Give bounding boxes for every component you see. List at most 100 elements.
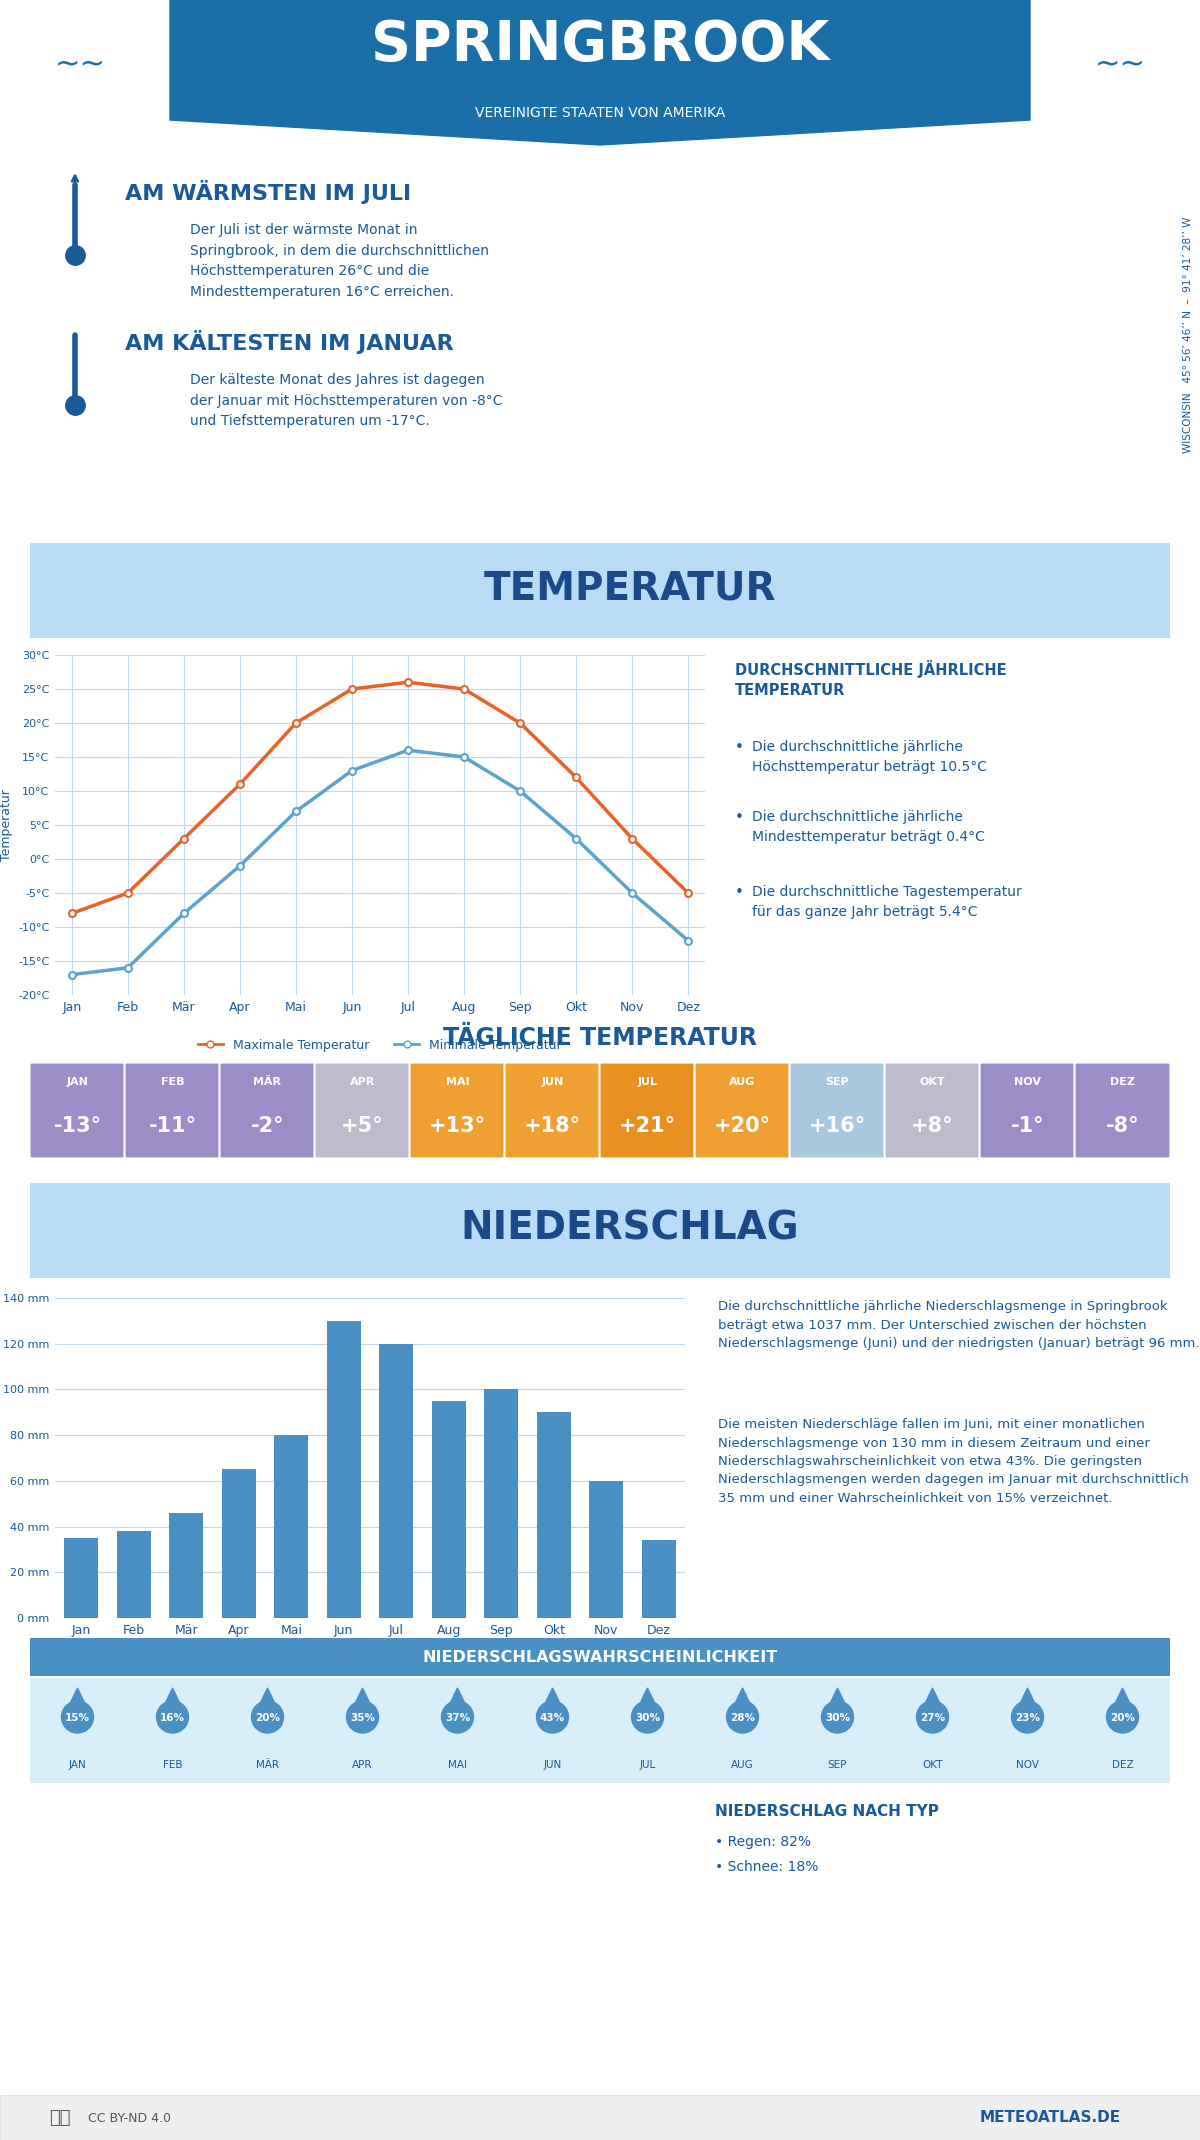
- FancyBboxPatch shape: [884, 1061, 980, 1158]
- Text: JAN: JAN: [66, 1076, 89, 1087]
- Circle shape: [1012, 1701, 1044, 1733]
- Bar: [326, 1320, 361, 1618]
- Text: OKT: OKT: [923, 1759, 943, 1770]
- Text: 15%: 15%: [65, 1712, 90, 1723]
- Legend: Niederschlagssumme: Niederschlagssumme: [280, 1646, 460, 1669]
- Text: -13°: -13°: [54, 1115, 102, 1136]
- Bar: [116, 1530, 151, 1618]
- FancyBboxPatch shape: [0, 2095, 1200, 2140]
- Text: MAI: MAI: [445, 1076, 469, 1087]
- Text: VEREINIGTE STAATEN VON AMERIKA: VEREINIGTE STAATEN VON AMERIKA: [475, 107, 725, 120]
- Text: +8°: +8°: [911, 1115, 954, 1136]
- Bar: [484, 1389, 518, 1618]
- Text: NIEDERSCHLAG NACH TYP: NIEDERSCHLAG NACH TYP: [715, 1804, 938, 1819]
- Text: Die durchschnittliche jährliche
Höchsttemperatur beträgt 10.5°C: Die durchschnittliche jährliche Höchstte…: [752, 740, 986, 775]
- Text: 23%: 23%: [1015, 1712, 1040, 1723]
- FancyBboxPatch shape: [28, 1635, 1172, 1678]
- Text: JUN: JUN: [541, 1076, 564, 1087]
- FancyBboxPatch shape: [600, 1061, 696, 1158]
- Circle shape: [442, 1701, 474, 1733]
- Legend: Maximale Temperatur, Minimale Temperatur: Maximale Temperatur, Minimale Temperatur: [193, 1034, 568, 1057]
- Polygon shape: [732, 1688, 754, 1712]
- Text: 30%: 30%: [635, 1712, 660, 1723]
- Text: SPRINGBROOK: SPRINGBROOK: [371, 17, 829, 73]
- Text: •: •: [734, 811, 744, 826]
- Text: -8°: -8°: [1105, 1115, 1139, 1136]
- Circle shape: [252, 1701, 283, 1733]
- Text: -2°: -2°: [251, 1115, 284, 1136]
- Text: MAI: MAI: [448, 1759, 467, 1770]
- Text: +5°: +5°: [341, 1115, 384, 1136]
- Text: Der Juli ist der wärmste Monat in
Springbrook, in dem die durchschnittlichen
Höc: Der Juli ist der wärmste Monat in Spring…: [190, 223, 490, 300]
- Text: • Regen: 82%: • Regen: 82%: [715, 1834, 811, 1849]
- Text: Der kälteste Monat des Jahres ist dagegen
der Januar mit Höchsttemperaturen von : Der kälteste Monat des Jahres ist dagege…: [190, 372, 503, 428]
- Circle shape: [347, 1701, 378, 1733]
- Text: WISCONSIN   45° 56’ 46’’ N  –  91° 41’ 28’’ W: WISCONSIN 45° 56’ 46’’ N – 91° 41’ 28’’ …: [1183, 216, 1193, 454]
- Text: +13°: +13°: [428, 1115, 486, 1136]
- Text: •: •: [734, 886, 744, 901]
- Text: 43%: 43%: [540, 1712, 565, 1723]
- Bar: [274, 1436, 308, 1618]
- Text: 27%: 27%: [920, 1712, 946, 1723]
- Text: Die durchschnittliche jährliche
Mindesttemperatur beträgt 0.4°C: Die durchschnittliche jährliche Mindestt…: [752, 811, 985, 843]
- Text: APR: APR: [350, 1076, 376, 1087]
- Circle shape: [631, 1701, 664, 1733]
- Polygon shape: [257, 1688, 278, 1712]
- Circle shape: [1106, 1701, 1139, 1733]
- Text: AM KÄLTESTEN IM JANUAR: AM KÄLTESTEN IM JANUAR: [125, 330, 454, 353]
- Bar: [222, 1470, 256, 1618]
- Text: +18°: +18°: [524, 1115, 581, 1136]
- FancyBboxPatch shape: [695, 1061, 791, 1158]
- Bar: [536, 1412, 571, 1618]
- Circle shape: [822, 1701, 853, 1733]
- Text: +16°: +16°: [809, 1115, 866, 1136]
- Text: AUG: AUG: [731, 1759, 754, 1770]
- Text: METEOATLAS.DE: METEOATLAS.DE: [979, 2110, 1121, 2125]
- Text: +20°: +20°: [714, 1115, 772, 1136]
- Circle shape: [61, 1701, 94, 1733]
- Text: • Schnee: 18%: • Schnee: 18%: [715, 1860, 818, 1875]
- Text: MÄR: MÄR: [253, 1076, 282, 1087]
- Text: 37%: 37%: [445, 1712, 470, 1723]
- Polygon shape: [827, 1688, 848, 1712]
- Text: FEB: FEB: [161, 1076, 185, 1087]
- Text: +21°: +21°: [619, 1115, 676, 1136]
- Bar: [642, 1541, 676, 1618]
- Text: TEMPERATUR: TEMPERATUR: [484, 569, 776, 608]
- Polygon shape: [162, 1688, 184, 1712]
- Circle shape: [917, 1701, 948, 1733]
- FancyBboxPatch shape: [790, 1061, 886, 1158]
- Text: TÄGLICHE TEMPERATUR: TÄGLICHE TEMPERATUR: [443, 1025, 757, 1051]
- Text: AM WÄRMSTEN IM JULI: AM WÄRMSTEN IM JULI: [125, 180, 412, 203]
- Text: Die durchschnittliche jährliche Niederschlagsmenge in Springbrook beträgt etwa 1: Die durchschnittliche jährliche Niedersc…: [718, 1299, 1200, 1350]
- Text: ∼∼: ∼∼: [1094, 51, 1146, 79]
- Text: 16%: 16%: [160, 1712, 185, 1723]
- Circle shape: [536, 1701, 569, 1733]
- FancyBboxPatch shape: [125, 1061, 221, 1158]
- Text: NIEDERSCHLAGSWAHRSCHEINLICHKEIT: NIEDERSCHLAGSWAHRSCHEINLICHKEIT: [422, 1650, 778, 1665]
- Text: 20%: 20%: [256, 1712, 280, 1723]
- FancyBboxPatch shape: [314, 1061, 410, 1158]
- Bar: [169, 1513, 203, 1618]
- Polygon shape: [352, 1688, 373, 1712]
- Text: -11°: -11°: [149, 1115, 197, 1136]
- FancyBboxPatch shape: [30, 1678, 1170, 1783]
- Text: AUG: AUG: [730, 1076, 756, 1087]
- Text: DURCHSCHNITTLICHE JÄHRLICHE
TEMPERATUR: DURCHSCHNITTLICHE JÄHRLICHE TEMPERATUR: [734, 659, 1007, 698]
- Circle shape: [156, 1701, 188, 1733]
- Text: JUL: JUL: [640, 1759, 655, 1770]
- Bar: [64, 1539, 98, 1618]
- Polygon shape: [66, 1688, 89, 1712]
- Polygon shape: [1016, 1688, 1038, 1712]
- Text: APR: APR: [353, 1759, 373, 1770]
- Bar: [379, 1344, 413, 1618]
- Bar: [589, 1481, 623, 1618]
- Text: Ⓒⓒ: Ⓒⓒ: [49, 2110, 71, 2127]
- Polygon shape: [636, 1688, 659, 1712]
- Text: 30%: 30%: [826, 1712, 850, 1723]
- Text: JUL: JUL: [637, 1076, 658, 1087]
- FancyBboxPatch shape: [979, 1061, 1075, 1158]
- Polygon shape: [541, 1688, 564, 1712]
- Text: FEB: FEB: [163, 1759, 182, 1770]
- Text: SEP: SEP: [828, 1759, 847, 1770]
